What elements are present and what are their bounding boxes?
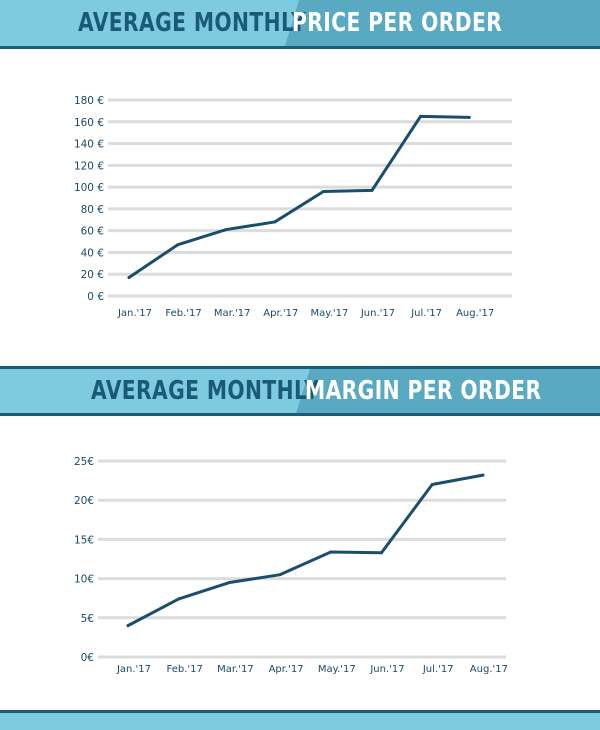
y-tick-label: 25€	[74, 456, 94, 468]
data-point	[273, 220, 277, 224]
series-line	[126, 473, 485, 628]
y-tick-label: 160 €	[74, 117, 104, 129]
x-tick-label: Jul.'17	[410, 308, 442, 319]
data-point	[467, 115, 471, 119]
price-per-order-chart: 0 € 20 € 40 € 60 € 80 € 100 € 120 € 140 € 160 € 1…	[74, 95, 512, 319]
data-point	[430, 483, 434, 487]
data-point	[278, 573, 282, 577]
x-tick-label: Jan.'17	[116, 664, 151, 675]
y-tick-label: 80 €	[81, 204, 104, 216]
y-tick-label: 100 €	[74, 182, 104, 194]
header-title-part1: Average Monthly	[91, 376, 320, 406]
x-tick-label: Mar.'17	[214, 308, 251, 319]
y-tick-label: 0€	[81, 652, 94, 664]
y-tick-label: 140 €	[74, 139, 104, 151]
data-point	[224, 228, 228, 232]
data-point	[329, 550, 333, 554]
x-tick-label: Jan.'17	[117, 308, 152, 319]
footer-banner	[0, 710, 600, 730]
data-point	[177, 597, 181, 601]
data-point	[419, 114, 423, 118]
data-point	[370, 188, 374, 192]
y-tick-label: 20€	[74, 495, 94, 507]
x-tick-label: Aug.'17	[470, 664, 508, 675]
y-tick-label: 0 €	[87, 291, 104, 303]
margin-section-header: Average Monthly Margin per order	[0, 366, 600, 416]
x-tick-label: Jun.'17	[369, 664, 404, 675]
y-tick-label: 40 €	[81, 247, 104, 259]
price-section-header: Average Monthly Price per order	[0, 0, 600, 49]
x-tick-label: Apr.'17	[263, 308, 298, 319]
header-title-part2: Price per order	[292, 8, 503, 38]
y-tick-label: 10€	[74, 574, 94, 586]
data-point	[481, 473, 485, 477]
x-tick-label: Mar.'17	[217, 664, 254, 675]
x-tick-label: Jul.'17	[422, 664, 454, 675]
margin-per-order-chart: 0€ 5€ 10€ 15€ 20€ 25€ Jan.'17 Feb.'17 Mar.'17 Apr…	[74, 456, 508, 675]
header-accent-band	[285, 0, 600, 46]
x-tick-label: Apr.'17	[269, 664, 304, 675]
y-tick-label: 15€	[74, 534, 94, 546]
x-tick-label: Jun.'17	[360, 308, 395, 319]
data-point	[127, 275, 131, 279]
header-title-part1: Average Monthly	[78, 8, 307, 38]
y-tick-label: 180 €	[74, 95, 104, 107]
y-tick-label: 60 €	[81, 226, 104, 238]
x-tick-label: Feb.'17	[167, 664, 203, 675]
header-accent-band	[296, 369, 600, 413]
series-line	[127, 114, 471, 279]
y-tick-label: 20 €	[81, 269, 104, 281]
x-tick-label: May.'17	[318, 664, 356, 675]
data-point	[176, 243, 180, 247]
x-tick-label: May.'17	[310, 308, 348, 319]
header-title-part2: Margin per order	[305, 376, 542, 406]
data-point	[126, 624, 130, 628]
y-tick-label: 5€	[81, 613, 94, 625]
data-point	[380, 551, 383, 555]
data-point	[227, 581, 231, 585]
data-point	[321, 189, 325, 193]
x-tick-label: Feb.'17	[165, 308, 201, 319]
x-tick-label: Aug.'17	[456, 308, 494, 319]
y-tick-label: 120 €	[74, 160, 104, 172]
